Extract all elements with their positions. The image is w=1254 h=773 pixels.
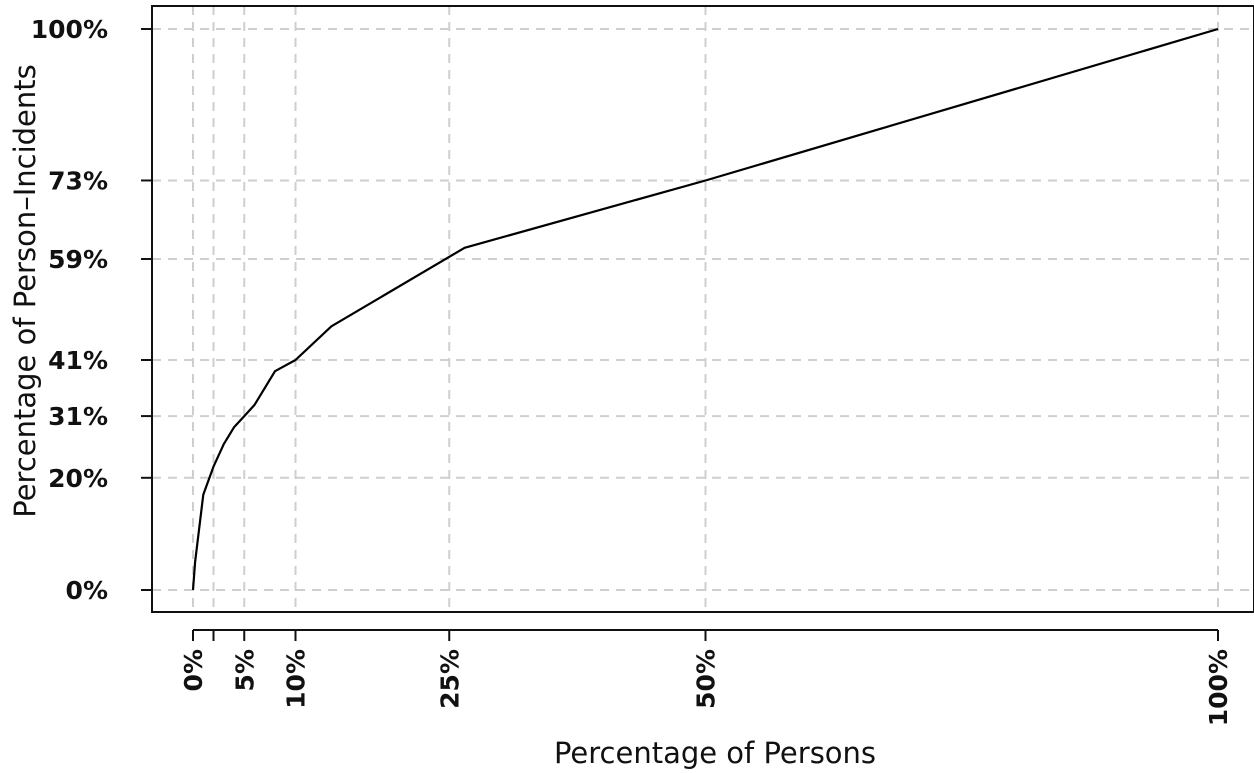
x-tick-label: 100% xyxy=(1204,649,1233,726)
y-tick-label: 0% xyxy=(66,576,108,605)
y-tick-label: 41% xyxy=(48,346,108,375)
x-tick-label: 10% xyxy=(282,649,311,709)
x-axis-title: Percentage of Persons xyxy=(554,736,876,770)
x-tick-label: 5% xyxy=(230,649,259,691)
x-tick-label: 0% xyxy=(179,649,208,691)
y-axis-title: Percentage of Person–Incidents xyxy=(8,64,42,518)
series-line xyxy=(191,27,1219,591)
y-tick-label: 100% xyxy=(31,15,108,44)
y-tick-label: 20% xyxy=(48,464,108,493)
y-tick-label: 31% xyxy=(48,402,108,431)
plot-frame xyxy=(151,5,1254,613)
x-axis: 0% 5% 10% 25% 50% 100% xyxy=(179,629,1233,726)
y-tick-label: 73% xyxy=(48,166,108,195)
y-axis: 0% 20% 31% 41% 59% 73% 100% xyxy=(31,15,153,605)
x-tick-label: 50% xyxy=(692,649,721,709)
y-tick-label: 59% xyxy=(48,245,108,274)
grid-lines xyxy=(152,6,1254,612)
x-tick-label: 25% xyxy=(435,649,464,709)
